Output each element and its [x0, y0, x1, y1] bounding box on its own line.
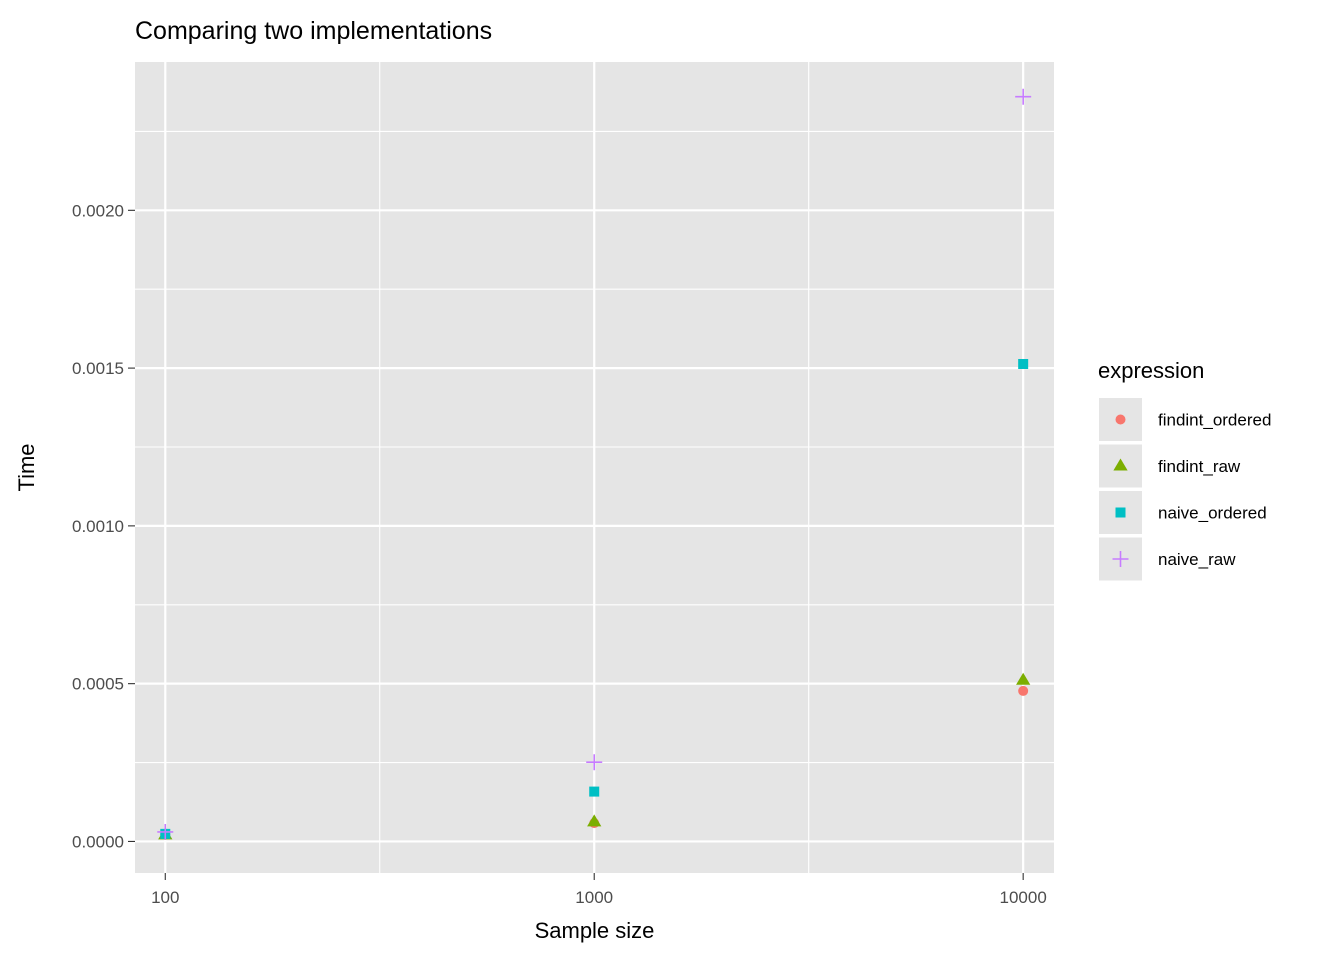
data-point — [1018, 685, 1029, 696]
y-axis-title: Time — [14, 443, 39, 491]
x-tick-label: 100 — [151, 888, 179, 907]
y-tick-label: 0.0020 — [72, 201, 124, 220]
legend-label: findint_raw — [1158, 457, 1241, 476]
x-tick-label: 1000 — [575, 888, 613, 907]
data-point — [1015, 88, 1032, 105]
major-gridlines — [135, 62, 1054, 873]
y-tick-label: 0.0015 — [72, 359, 124, 378]
data-point — [589, 786, 600, 797]
data-point — [586, 754, 603, 771]
legend-item: naive_raw — [1099, 537, 1236, 581]
data-point — [1016, 672, 1031, 685]
x-tick-label: 10000 — [1000, 888, 1047, 907]
legend: expression findint_ordered findint_rawnai… — [1098, 358, 1271, 581]
legend-item: findint_raw — [1099, 444, 1241, 488]
y-axis: 0.0000 0.0005 0.0010 0.0015 0.0020 — [72, 201, 135, 851]
data-point — [587, 814, 602, 827]
legend-label: naive_raw — [1158, 550, 1236, 569]
y-tick-label: 0.0005 — [72, 675, 124, 694]
data-point — [157, 823, 174, 840]
legend-title: expression — [1098, 358, 1204, 383]
legend-items: findint_ordered findint_raw naive_orderedn… — [1099, 398, 1271, 581]
legend-symbol — [1112, 551, 1129, 567]
y-tick-label: 0.0010 — [72, 517, 124, 536]
series-naive-raw — [157, 88, 1032, 840]
data-point — [1018, 358, 1029, 369]
legend-item: naive_ordered — [1099, 491, 1267, 534]
chart-title: Comparing two implementations — [135, 17, 492, 45]
legend-item: findint_ordered — [1099, 398, 1271, 441]
legend-label: findint_ordered — [1158, 411, 1271, 430]
legend-symbol — [1115, 507, 1126, 518]
legend-label: naive_ordered — [1158, 504, 1267, 523]
data-points — [157, 88, 1032, 840]
y-tick-label: 0.0000 — [72, 832, 124, 851]
legend-symbol — [1113, 458, 1128, 471]
x-axis: 100 1000 10000 — [151, 873, 1047, 907]
legend-symbol — [1115, 414, 1126, 425]
x-axis-title: Sample size — [535, 918, 655, 943]
